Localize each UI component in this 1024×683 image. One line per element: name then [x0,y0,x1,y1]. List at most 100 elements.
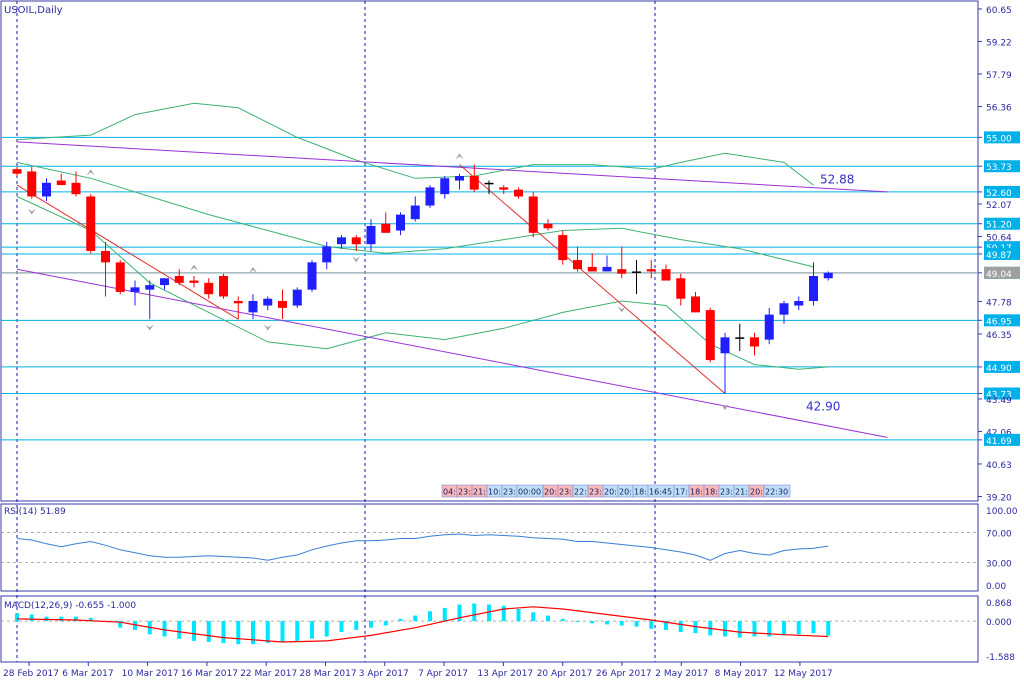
date-tick-label: 12 May 2017 [774,669,833,679]
candle[interactable] [543,219,553,231]
candle[interactable] [381,212,391,233]
price-tick-label: 53.73 [986,163,1012,173]
candle[interactable] [779,301,789,324]
candle[interactable] [573,246,582,272]
macd-histogram-bar [811,621,816,634]
candle[interactable] [263,296,273,311]
rsi-panel[interactable]: 100.00 70.00 30.00 0.00 [1,507,1018,592]
rsi-tick-label: 30.00 [986,560,1012,570]
candle[interactable] [174,269,184,286]
candle[interactable] [764,307,774,345]
candle[interactable] [248,294,258,320]
macd-histogram-bar [619,621,624,626]
session-time-text: 20: [544,488,557,497]
candle[interactable] [735,323,745,351]
macd-panel[interactable]: 0.868 0.000 -1.588 [1,599,1015,663]
candle[interactable] [292,287,302,308]
candle[interactable] [632,260,641,295]
candle[interactable] [351,235,361,251]
candle[interactable] [307,260,317,292]
price-tick-label: 46.35 [986,331,1012,341]
candle[interactable] [115,260,125,295]
candle[interactable] [189,276,199,288]
candle[interactable] [528,191,538,238]
candle[interactable] [617,246,627,279]
candle-body [145,285,155,290]
candle[interactable] [56,173,66,186]
macd-histogram-bar [634,621,639,627]
candles-layer[interactable] [12,164,833,394]
macd-histogram-bar [251,621,255,645]
session-time-text: 21: [735,488,748,497]
candle-body [174,276,184,283]
candle[interactable] [691,291,700,313]
candle-body [750,337,759,347]
candle[interactable] [794,296,804,311]
candle[interactable] [676,273,686,306]
candle[interactable] [219,273,228,299]
candle[interactable] [410,196,420,222]
candle[interactable] [602,255,612,272]
candle[interactable] [130,280,140,306]
candle[interactable] [204,278,214,299]
candle[interactable] [27,166,37,199]
price-level-tag [984,160,1020,173]
session-time-text: 23: [720,488,733,497]
rsi-line[interactable] [16,533,829,561]
candle[interactable] [337,235,346,249]
candle[interactable] [440,176,450,199]
candle[interactable] [823,271,833,281]
candle[interactable] [145,280,155,320]
macd-histogram-bar [15,613,19,622]
candle[interactable] [750,332,759,356]
session-time-text: 21: [473,488,486,497]
macd-histogram-bar [826,621,831,636]
candle[interactable] [499,185,509,195]
candle[interactable] [455,173,464,190]
macd-histogram-bar [310,621,314,639]
macd-tick-label: 0.000 [986,618,1012,628]
candle[interactable] [160,278,169,290]
candle-body [366,226,376,245]
session-time-text: 22:30 [765,488,788,497]
bollinger-lower-band [16,196,829,370]
candle[interactable] [469,164,479,192]
candle-body [573,260,582,270]
candle-body [794,301,804,306]
candle[interactable] [705,307,715,363]
candle[interactable] [425,185,435,208]
candle[interactable] [86,194,96,254]
macd-histogram-bar [354,621,359,630]
candle[interactable] [42,178,51,201]
candle[interactable] [12,166,22,176]
candle[interactable] [71,171,81,197]
candle[interactable] [233,296,243,320]
candle-body [86,196,96,251]
candle[interactable] [322,241,332,270]
date-tick-label: 22 Mar 2017 [240,669,297,679]
candle[interactable] [661,264,671,281]
candle[interactable] [396,212,405,236]
candle[interactable] [720,332,730,394]
labels-layer: USOIL,Daily RSI(14) 51.89 MACD(12,26,9) … [4,5,136,611]
macd-title: MACD(12,26,9) -0.655 -1.000 [4,601,136,611]
macd-histogram-bar [29,614,34,622]
candle[interactable] [646,260,656,279]
macd-histogram-bar [487,604,491,622]
price-tick-label: 51.20 [986,221,1012,231]
candle[interactable] [587,253,597,272]
candle-body [558,235,568,261]
candle[interactable] [484,180,494,195]
candle[interactable] [101,241,110,297]
candle-body [71,182,81,195]
candle-body [646,269,656,272]
candle[interactable] [809,262,818,306]
candle[interactable] [558,230,568,265]
candle[interactable] [514,187,523,199]
session-time-panel: 04: 23: 21: 10: 23: 00:00 20: 23: 22: 23: 20: 20: 18… [441,484,791,498]
candle-body [189,280,199,283]
candle[interactable] [366,219,376,251]
candle[interactable] [278,289,287,320]
